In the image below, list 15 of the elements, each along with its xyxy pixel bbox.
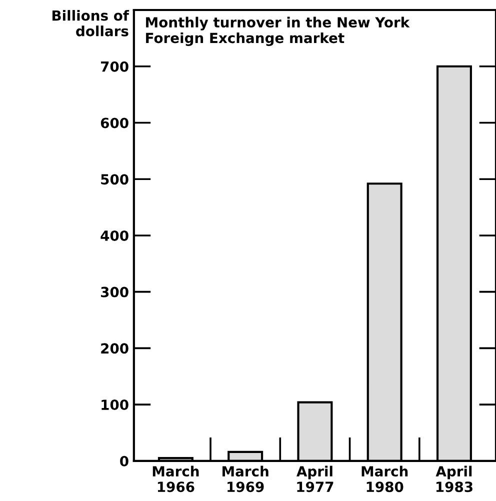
y-tick-label: 200	[101, 343, 128, 354]
x-tick-label: March 1969	[222, 466, 268, 492]
y-tick-label: 100	[102, 400, 128, 410]
y-tick-label: 600	[100, 118, 128, 128]
x-tick-label: April 1983	[436, 466, 472, 492]
x-tick-label: March 1966	[152, 466, 199, 492]
y-tick-label: 700	[100, 61, 128, 72]
y-tick-label: 300	[100, 286, 128, 298]
y-tick-label: 0	[120, 456, 128, 466]
y-tick-label: 500	[101, 174, 128, 185]
y-axis-title: Billions of dollars	[52, 10, 130, 36]
x-tick-label: March 1980	[362, 466, 408, 492]
text: Monthly turnover in the New York Foreign Exchange market	[146, 16, 410, 46]
x-tick-label: April 1977	[296, 466, 334, 492]
y-tick-label: 400	[100, 230, 128, 241]
